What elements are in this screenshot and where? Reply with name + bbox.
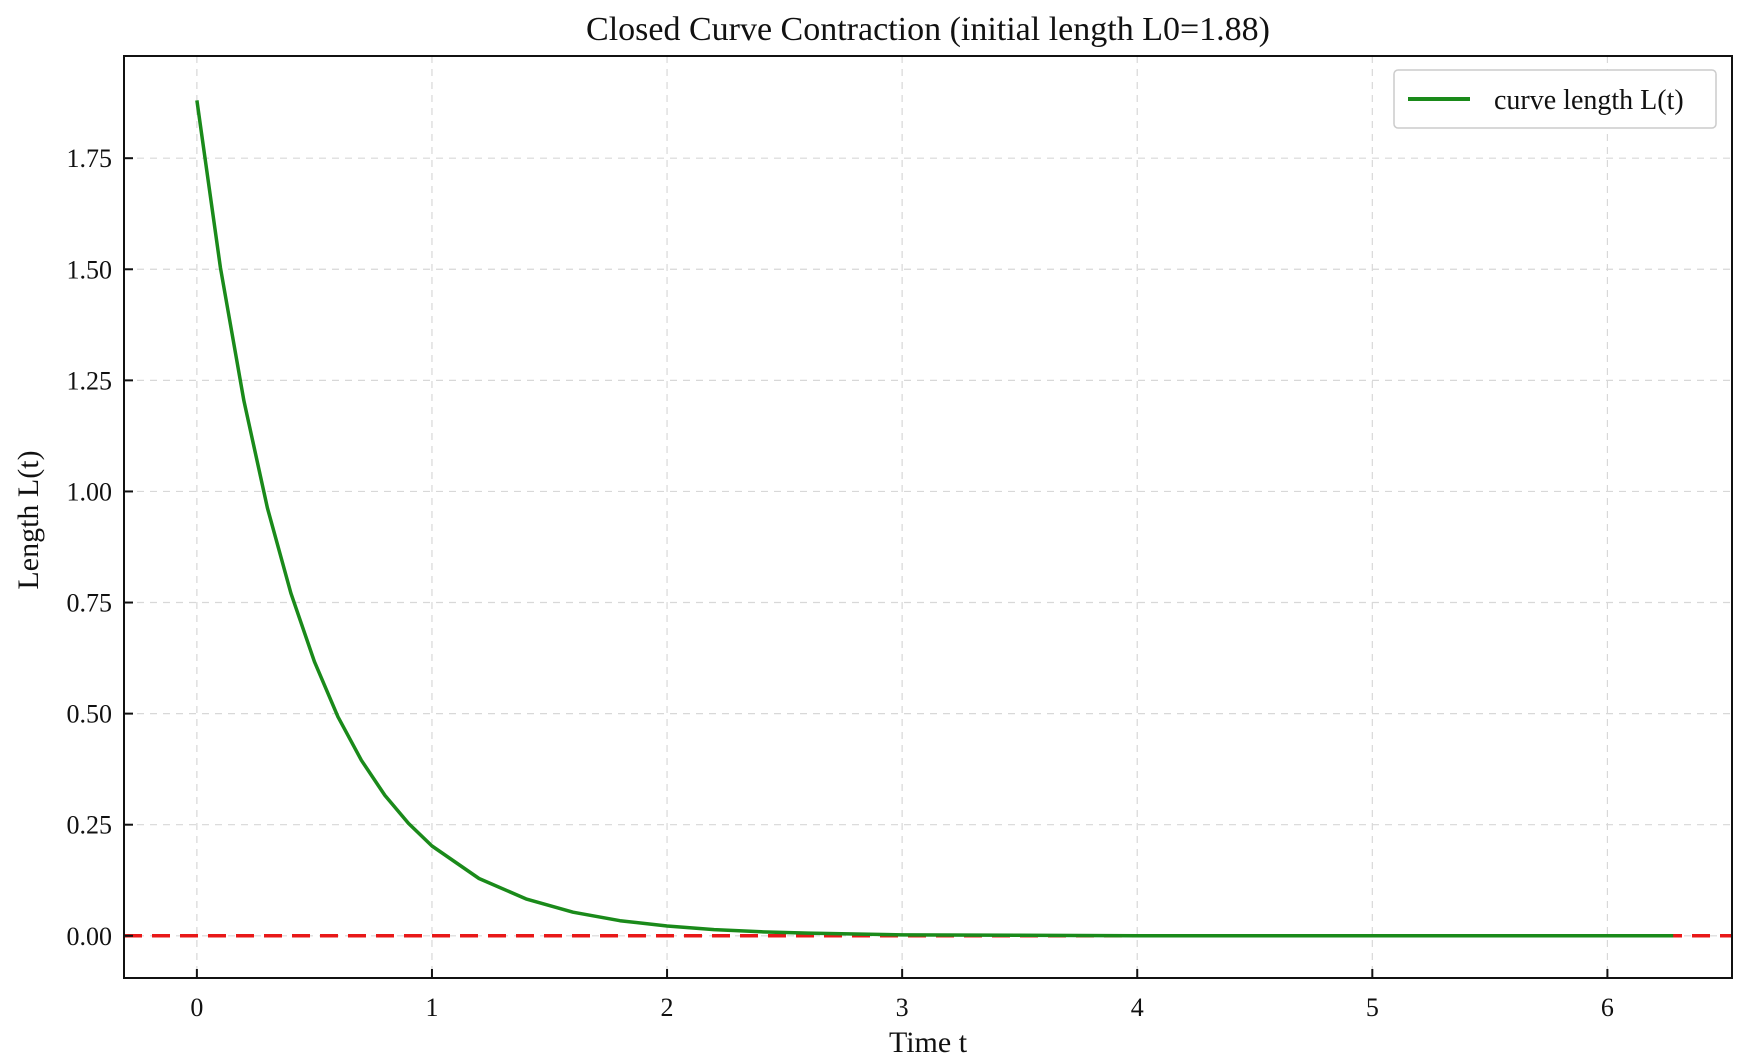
legend-label: curve length L(t) [1494,85,1684,116]
chart-title: Closed Curve Contraction (initial length… [586,11,1270,48]
y-tick-label: 1.50 [67,255,113,284]
legend: curve length L(t) [1393,69,1717,129]
plot-frame [123,55,1733,979]
x-tick-label: 2 [661,993,674,1022]
series-line-curve-length [195,100,1674,938]
y-axis-label: Length L(t) [12,450,45,589]
y-tick-label: 0.50 [67,700,113,729]
x-tick-label: 1 [425,993,438,1022]
x-tick-label: 4 [1131,993,1144,1022]
grid-lines [124,56,1732,978]
x-tick-label: 5 [1366,993,1379,1022]
y-tick-label: 1.25 [67,366,113,395]
y-tick-label: 0.75 [67,589,113,618]
series-layer [124,100,1732,938]
y-tick-label: 0.00 [67,922,113,951]
y-tick-label: 1.75 [67,144,113,173]
x-tick-label: 0 [190,993,203,1022]
x-axis-label: Time t [889,1026,968,1059]
x-tick-label: 3 [896,993,909,1022]
y-tick-label: 1.00 [67,477,113,506]
x-tick-label: 6 [1601,993,1614,1022]
axis-ticks: 0 1 2 3 4 5 6 0.00 0.25 0.50 0.75 1.00 1.25 1.50 1.75 [67,144,1614,1022]
y-tick-label: 0.25 [67,811,113,840]
legend-box [1393,69,1717,129]
